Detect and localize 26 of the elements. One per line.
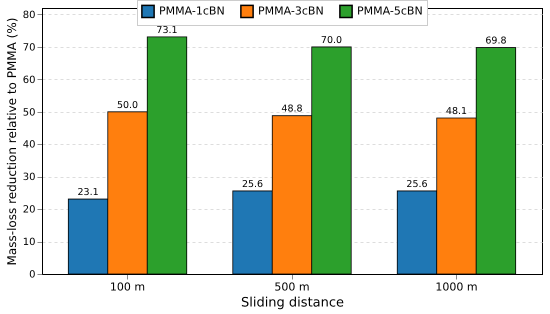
x-tick-label: 100 m (110, 280, 146, 294)
y-axis-title: Mass-loss reduction relative to PMMA (%) (4, 18, 19, 266)
y-tick-label: 80 (22, 10, 36, 21)
x-tick-label: 500 m (274, 280, 310, 294)
legend-label: PMMA-5cBN (357, 4, 423, 18)
text: 25.6 (406, 178, 428, 190)
text: 48.1 (446, 106, 468, 117)
legend-label: PMMA-3cBN (258, 4, 324, 18)
text: 73.1 (156, 24, 178, 36)
y-tick-label: 20 (22, 204, 36, 216)
text: 69.8 (485, 36, 507, 47)
y-tick-label: 50 (22, 107, 36, 118)
y-tick-label: 70 (22, 42, 36, 54)
text: 48.8 (281, 104, 303, 115)
y-tick-label: 40 (22, 140, 36, 151)
x-axis-title: Sliding distance (240, 296, 344, 310)
text: 50.0 (116, 100, 138, 111)
text: 25.6 (242, 178, 264, 190)
y-tick-label: 10 (22, 237, 36, 248)
y-tick-label: 60 (22, 74, 36, 86)
x-tick-label: 1000 m (435, 280, 478, 294)
y-tick-label: 30 (22, 172, 36, 184)
y-tick-label: 0 (29, 270, 36, 280)
legend-label: PMMA-1cBN (159, 4, 225, 18)
text: 70.0 (320, 34, 342, 46)
text: 23.1 (77, 187, 99, 198)
